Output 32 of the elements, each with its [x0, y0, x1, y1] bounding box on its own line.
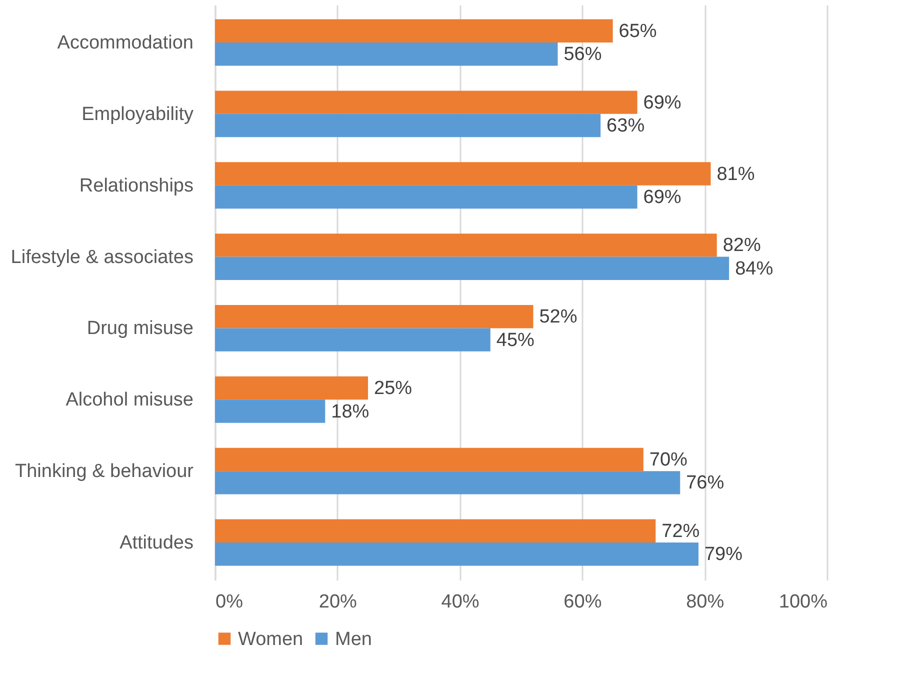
y-tick-label: Attitudes	[120, 532, 194, 554]
y-tick-label: Relationships	[79, 175, 194, 196]
data-label: 84%	[735, 258, 774, 280]
data-label: 25%	[374, 378, 412, 400]
data-label: 69%	[643, 186, 682, 208]
y-tick-label: Lifestyle & associates	[10, 246, 194, 268]
x-tick-label: 0%	[216, 592, 244, 612]
y-tick-label: Thinking & behaviour	[15, 461, 194, 482]
x-tick-label: 100%	[778, 592, 828, 612]
y-tick-label: Employability	[82, 104, 194, 125]
data-label: 81%	[716, 164, 755, 185]
legend-label: Women	[238, 628, 304, 650]
data-label: 82%	[722, 235, 761, 256]
x-tick-label: 40%	[441, 592, 480, 612]
data-label: 76%	[686, 472, 724, 494]
data-label: 79%	[704, 544, 743, 566]
legend-label: Men	[335, 628, 372, 650]
x-tick-label: 20%	[318, 592, 358, 612]
data-label: 63%	[606, 116, 645, 137]
data-label: 72%	[662, 520, 700, 542]
y-tick-label: Accommodation	[57, 32, 194, 54]
data-label: 70%	[649, 449, 688, 470]
x-tick-label: 60%	[564, 592, 602, 612]
data-label: 45%	[496, 330, 535, 351]
data-label: 69%	[643, 92, 682, 114]
x-tick-label: 80%	[686, 592, 724, 612]
y-tick-label: Drug misuse	[86, 318, 194, 340]
data-label: 56%	[564, 44, 602, 66]
data-label: 18%	[331, 401, 370, 422]
y-tick-label: Alcohol misuse	[66, 390, 194, 411]
data-label: 52%	[539, 306, 578, 328]
data-label: 65%	[618, 20, 657, 42]
